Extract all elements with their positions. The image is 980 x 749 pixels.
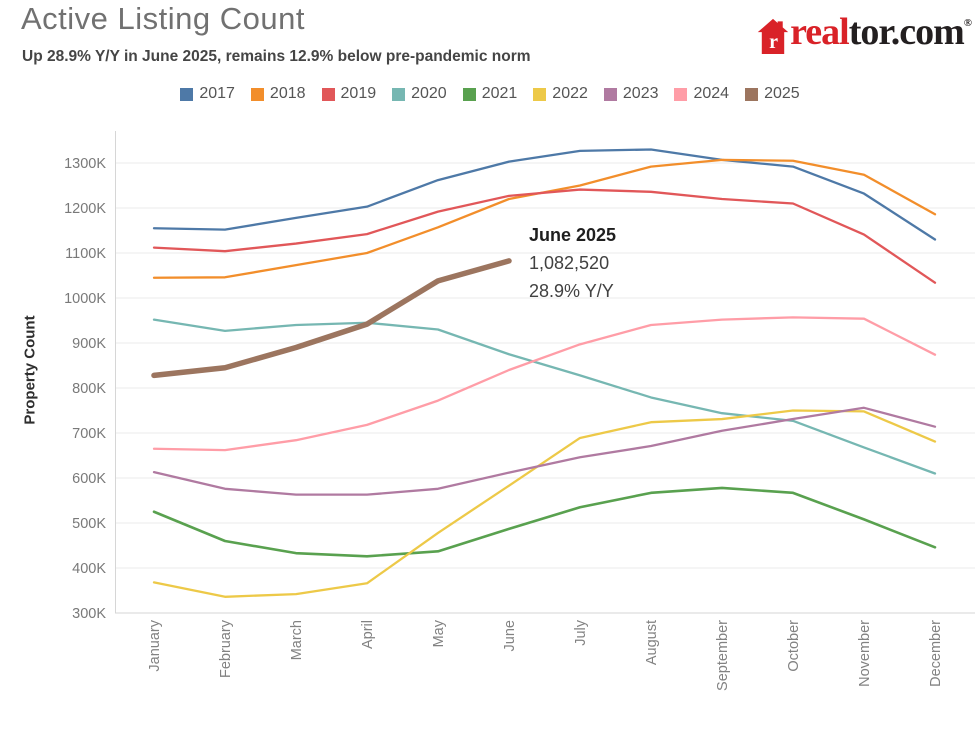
chart-subtitle: Up 28.9% Y/Y in June 2025, remains 12.9%… [22,48,531,65]
legend-label-2023: 2023 [622,85,659,102]
legend-swatch-2025 [745,87,759,101]
x-axis-label-march: March [289,620,305,660]
logo-wordmark: realtor.com® [790,11,972,54]
legend-item-2020[interactable]: 2020 [392,85,447,103]
house-icon: r [757,18,789,54]
y-axis-label-1100k: 1100K [65,246,106,262]
y-axis-label-800k: 800K [72,381,106,397]
x-axis-label-june: June [502,620,518,651]
logo-torcom: tor.com [848,11,965,53]
y-axis-label-1200k: 1200K [64,201,106,217]
legend-swatch-2017 [180,87,194,101]
series-line-2022 [152,409,937,598]
legend-item-2022[interactable]: 2022 [533,85,588,103]
x-axis-label-september: September [715,620,731,691]
x-axis-label-february: February [218,619,234,678]
legend-label-2024: 2024 [693,85,730,102]
legend-swatch-2020 [392,87,406,101]
legend-item-2023[interactable]: 2023 [603,85,659,103]
x-axis-label-november: November [857,620,873,687]
legend-swatch-2021 [462,87,476,101]
x-axis-label-april: April [360,620,376,649]
y-axis-label-1300k: 1300K [64,156,106,172]
y-axis-label-400k: 400K [72,561,106,577]
legend-swatch-2024 [674,87,688,101]
y-axis-label-600k: 600K [72,471,106,487]
x-axis-label-december: December [928,620,944,687]
annotation-title: June 2025 [529,225,617,245]
legend-item-2025[interactable]: 2025 [745,85,800,103]
legend-label-2021: 2021 [481,85,518,102]
legend-label-2020: 2020 [411,85,447,102]
legend-swatch-2022 [533,87,547,101]
x-axis-label-may: May [431,619,447,647]
svg-text:r: r [769,31,778,53]
legend-item-2017[interactable]: 2017 [180,85,235,103]
series-line-2021 [152,486,937,558]
legend-label-2025: 2025 [764,85,800,102]
series-line-2019 [152,188,937,284]
annotation-change: 28.9% Y/Y [529,281,614,301]
y-axis-label-300k: 300K [72,606,106,622]
legend-swatch-2023 [603,87,617,101]
legend: 2017 2018 2019 2020 2021 2022 2023 2024 2025 [0,85,980,103]
legend-label-2019: 2019 [340,85,377,102]
legend-swatch-2019 [321,87,335,101]
legend-item-2018[interactable]: 2018 [250,85,306,103]
annotation-value: 1,082,520 [529,253,610,273]
registered-mark: ® [963,17,972,29]
legend-item-2024[interactable]: 2024 [674,85,729,103]
series-line-2024 [152,316,937,452]
legend-item-2021[interactable]: 2021 [462,85,518,103]
series-line-2025 [151,258,512,379]
legend-label-2018: 2018 [269,85,306,102]
series-line-2023 [152,406,937,496]
legend-swatch-2018 [250,87,264,101]
realtor-com-logo: r realtor.com® [756,11,972,55]
legend-label-2022: 2022 [552,85,588,102]
y-axis-title: Property Count [21,315,39,425]
y-axis-label-700k: 700K [72,426,106,442]
series-line-2020 [152,318,937,475]
y-axis-label-500k: 500K [72,516,106,532]
y-axis-label-900k: 900K [72,336,106,352]
legend-label-2017: 2017 [199,85,235,102]
legend-item-2019[interactable]: 2019 [321,85,377,103]
y-axis-label-1000k: 1000K [64,291,106,307]
x-axis-label-october: October [786,620,802,672]
logo-real: real [790,11,850,53]
x-axis-label-january: January [147,619,163,671]
series-line-2017 [152,148,937,241]
x-axis-label-august: August [644,620,660,665]
x-axis-label-july: July [573,619,589,646]
annotation-june-2025: June 2025 1,082,520 28.9% Y/Y [529,221,616,305]
page-title: Active Listing Count [21,1,305,36]
